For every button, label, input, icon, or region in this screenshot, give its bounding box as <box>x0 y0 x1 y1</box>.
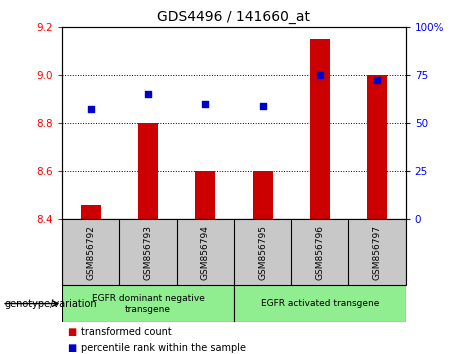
Text: ■: ■ <box>67 327 76 337</box>
Point <box>373 77 381 82</box>
Title: GDS4496 / 141660_at: GDS4496 / 141660_at <box>158 10 310 24</box>
Text: GSM856792: GSM856792 <box>86 225 95 280</box>
Text: GSM856794: GSM856794 <box>201 225 210 280</box>
Text: EGFR dominant negative
transgene: EGFR dominant negative transgene <box>92 293 205 314</box>
Bar <box>310 39 330 219</box>
Text: ■: ■ <box>67 343 76 353</box>
Text: transformed count: transformed count <box>81 327 171 337</box>
Text: GSM856795: GSM856795 <box>258 225 267 280</box>
Text: percentile rank within the sample: percentile rank within the sample <box>81 343 246 353</box>
Point <box>201 101 209 107</box>
Bar <box>195 171 215 219</box>
Bar <box>81 205 101 219</box>
Point <box>316 72 324 78</box>
Text: EGFR activated transgene: EGFR activated transgene <box>260 299 379 308</box>
Point <box>144 91 152 97</box>
Point <box>259 103 266 109</box>
Bar <box>138 123 158 219</box>
Bar <box>367 75 387 219</box>
Bar <box>62 285 234 322</box>
Text: GSM856797: GSM856797 <box>372 225 382 280</box>
Text: GSM856796: GSM856796 <box>315 225 325 280</box>
Text: genotype/variation: genotype/variation <box>5 298 97 309</box>
Bar <box>234 285 406 322</box>
Point <box>87 106 95 112</box>
Text: GSM856793: GSM856793 <box>143 225 153 280</box>
Bar <box>253 171 272 219</box>
